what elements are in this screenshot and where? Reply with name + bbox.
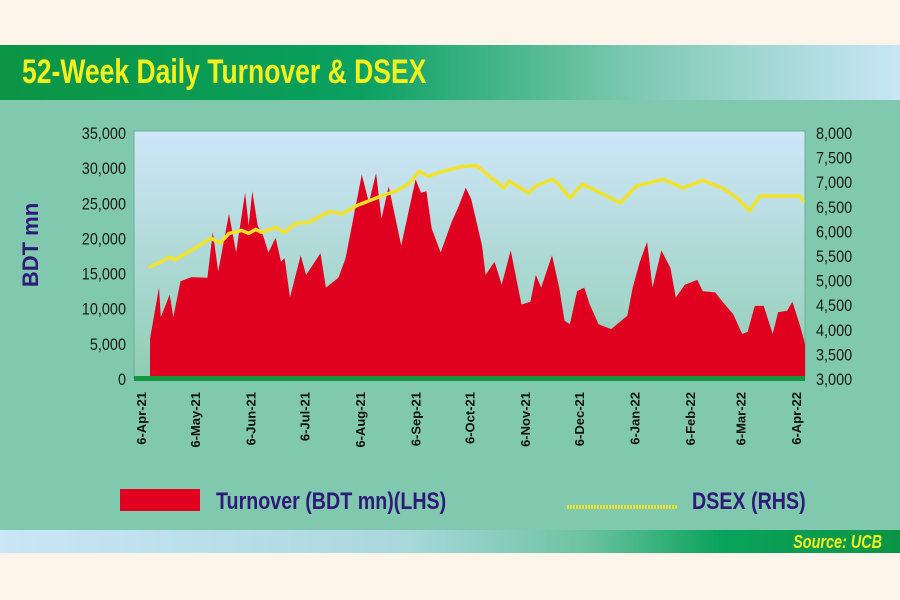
x-tick-label: 6-Oct-21 bbox=[462, 392, 477, 444]
dsex-point bbox=[661, 177, 665, 181]
x-tick-label: 6-May-21 bbox=[188, 392, 203, 448]
y-tick-label: 30,000 bbox=[82, 160, 126, 178]
footer-banner: Source: UCB bbox=[0, 530, 900, 553]
y-tick-label: 0 bbox=[118, 371, 126, 389]
x-tick-label: 6-Jun-21 bbox=[243, 392, 258, 445]
dsex-point bbox=[798, 194, 802, 198]
x-axis-baseline bbox=[134, 376, 805, 381]
source-note: Source: UCB bbox=[793, 532, 882, 552]
dsex-point bbox=[501, 186, 506, 190]
dsex-point bbox=[568, 196, 572, 200]
x-tick-label: 6-Nov-21 bbox=[518, 392, 533, 447]
turnover-area bbox=[150, 173, 805, 379]
x-tick-label: 6-Jan-22 bbox=[627, 392, 642, 445]
dsex-point bbox=[494, 179, 498, 183]
y2-tick-label: 5,000 bbox=[816, 273, 852, 291]
dsex-point bbox=[801, 199, 805, 203]
dsex-point bbox=[159, 260, 163, 264]
dsex-point bbox=[774, 194, 778, 198]
dsex-point bbox=[735, 196, 739, 200]
y-tick-label: 15,000 bbox=[82, 266, 126, 284]
dsex-point bbox=[282, 230, 287, 234]
chart-title: 52-Week Daily Turnover & DSEX bbox=[22, 53, 427, 91]
y2-tick-label: 7,000 bbox=[816, 174, 852, 192]
legend-swatch-turnover bbox=[120, 489, 200, 511]
y-tick-label: 25,000 bbox=[82, 195, 126, 213]
dsex-point bbox=[534, 184, 538, 188]
dsex-point bbox=[306, 220, 310, 225]
x-tick-label: 6-Sep-21 bbox=[409, 392, 424, 446]
legend-label-dsex: DSEX (RHS) bbox=[692, 487, 806, 514]
dsex-point bbox=[758, 194, 762, 198]
dsex-point bbox=[720, 186, 725, 190]
y2-tick-label: 5,500 bbox=[816, 248, 852, 266]
dsex-point bbox=[259, 230, 263, 234]
dsex-point bbox=[580, 182, 585, 186]
dsex-point bbox=[367, 199, 371, 203]
x-tick-label: 6-Jul-21 bbox=[297, 392, 312, 441]
y-tick-label: 35,000 bbox=[82, 125, 126, 143]
dsex-point bbox=[354, 204, 358, 208]
dsex-point bbox=[417, 169, 421, 173]
y-tick-label: 5,000 bbox=[90, 336, 126, 354]
dsex-point bbox=[681, 186, 685, 190]
dsex-point bbox=[440, 169, 445, 173]
y2-tick-label: 3,000 bbox=[816, 371, 852, 389]
dsex-point bbox=[340, 212, 344, 216]
y-axis-label: BDT mn bbox=[18, 203, 43, 287]
dsex-point bbox=[460, 164, 464, 169]
dsex-point bbox=[193, 246, 197, 250]
dsex-point bbox=[475, 163, 479, 168]
dsex-point bbox=[491, 177, 495, 181]
dsex-point bbox=[406, 182, 411, 186]
dsex-point bbox=[595, 189, 599, 193]
dsex-point bbox=[379, 194, 384, 198]
dsex-point bbox=[293, 221, 297, 226]
dsex-point bbox=[274, 225, 278, 230]
dsex-point bbox=[618, 201, 622, 205]
dsex-point bbox=[555, 181, 559, 185]
y2-tick-label: 7,500 bbox=[816, 150, 852, 168]
dsex-point bbox=[218, 241, 222, 245]
dsex-point bbox=[394, 189, 398, 193]
y2-tick-label: 4,000 bbox=[816, 322, 852, 340]
x-tick-label: 6-Feb-22 bbox=[683, 392, 698, 445]
y-tick-label: 10,000 bbox=[82, 301, 126, 319]
y-tick-label: 20,000 bbox=[82, 230, 126, 248]
dsex-point bbox=[550, 177, 554, 181]
x-tick-label: 6-Apr-22 bbox=[789, 392, 804, 445]
dsex-point bbox=[747, 209, 751, 213]
dsex-point bbox=[527, 191, 531, 195]
dsex-point bbox=[426, 174, 430, 178]
dsex-point bbox=[227, 231, 231, 235]
x-tick-label: 6-Dec-21 bbox=[572, 392, 587, 446]
dsex-point bbox=[327, 210, 332, 214]
y2-tick-label: 3,500 bbox=[816, 346, 852, 364]
x-tick-label: 6-Aug-21 bbox=[353, 392, 368, 448]
title-banner: 52-Week Daily Turnover & DSEX bbox=[0, 45, 900, 100]
dsex-point bbox=[634, 184, 638, 188]
x-tick-label: 6-Mar-22 bbox=[733, 392, 748, 445]
y2-tick-label: 6,500 bbox=[816, 199, 852, 217]
dsex-point bbox=[148, 265, 152, 269]
legend: Turnover (BDT mn)(LHS) DSEX (RHS) bbox=[120, 487, 806, 514]
dsex-point bbox=[168, 255, 172, 259]
dsex-point bbox=[254, 227, 258, 232]
y2-tick-label: 8,000 bbox=[816, 125, 852, 143]
dsex-point bbox=[173, 258, 177, 262]
dsex-point bbox=[507, 179, 511, 183]
y2-tick-label: 4,500 bbox=[816, 297, 852, 315]
legend-label-turnover: Turnover (BDT mn)(LHS) bbox=[216, 487, 446, 514]
dsex-point bbox=[239, 228, 244, 233]
y2-tick-label: 6,000 bbox=[816, 223, 852, 241]
dsex-point bbox=[209, 236, 213, 240]
dsex-point bbox=[247, 231, 251, 235]
dsex-point bbox=[701, 178, 705, 182]
x-tick-label: 6-Apr-21 bbox=[134, 392, 149, 445]
